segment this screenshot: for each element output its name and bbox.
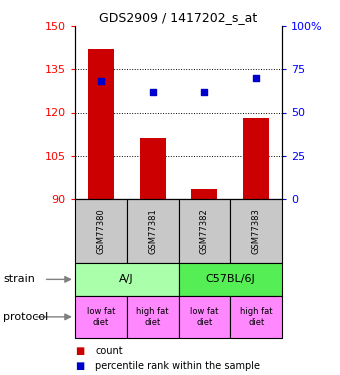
Title: GDS2909 / 1417202_s_at: GDS2909 / 1417202_s_at [99, 11, 258, 24]
Text: protocol: protocol [3, 312, 49, 322]
Bar [75, 199, 126, 262]
Text: GSM77381: GSM77381 [148, 208, 157, 254]
Text: GSM77382: GSM77382 [200, 208, 209, 254]
Text: low fat
diet: low fat diet [190, 307, 219, 327]
Bar [75, 296, 126, 338]
Text: ■: ■ [75, 361, 84, 370]
Bar [178, 199, 231, 262]
Bar [191, 189, 217, 199]
Bar [126, 199, 178, 262]
Text: ■: ■ [75, 346, 84, 355]
Text: A/J: A/J [119, 274, 134, 284]
Bar [75, 262, 178, 296]
Text: GSM77380: GSM77380 [96, 208, 105, 254]
Text: percentile rank within the sample: percentile rank within the sample [95, 361, 260, 370]
Bar [231, 199, 282, 262]
Bar [140, 138, 166, 199]
Point [150, 89, 155, 95]
Point [202, 89, 207, 95]
Text: count: count [95, 346, 123, 355]
Text: C57BL/6J: C57BL/6J [205, 274, 255, 284]
Point [254, 75, 259, 81]
Text: high fat
diet: high fat diet [136, 307, 169, 327]
Bar [178, 296, 231, 338]
Bar [178, 262, 282, 296]
Bar [231, 296, 282, 338]
Text: GSM77383: GSM77383 [252, 208, 261, 254]
Text: high fat
diet: high fat diet [240, 307, 273, 327]
Text: low fat
diet: low fat diet [87, 307, 115, 327]
Bar [243, 118, 269, 199]
Bar [126, 296, 178, 338]
Point [98, 78, 103, 84]
Bar [88, 49, 114, 199]
Text: strain: strain [3, 274, 35, 284]
